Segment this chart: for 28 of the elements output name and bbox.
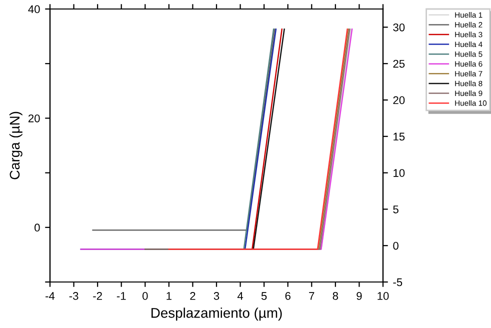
- y-axis-title: Carga (µN): [9, 112, 22, 180]
- x-tick-label: 9: [356, 292, 362, 300]
- x-tick-label: 3: [214, 292, 220, 300]
- y2-tick-label: -5: [393, 278, 402, 286]
- x-tick-label: 6: [285, 292, 290, 300]
- y-tick-label: 40: [28, 5, 40, 14]
- x-tick-label: 0: [142, 292, 148, 300]
- x-axis-title: Desplazamiento (µm): [152, 308, 282, 321]
- x-tick-label: 1: [166, 292, 172, 300]
- y2-tick-label: 0: [393, 242, 398, 250]
- x-tick-label: -2: [93, 292, 102, 300]
- y2-tick-label: 20: [393, 96, 405, 104]
- y-tick-label: 0: [34, 224, 40, 232]
- x-tick-label: 4: [237, 292, 244, 300]
- x-tick-label: 8: [332, 292, 338, 300]
- x-tick-label: 2: [190, 292, 196, 300]
- y-tick-label: 20: [28, 114, 40, 122]
- x-tick-label: -1: [116, 292, 126, 300]
- y2-tick-label: 25: [393, 60, 405, 68]
- x-tick-label: -4: [46, 292, 55, 300]
- y2-tick-label: 10: [394, 169, 405, 177]
- y2-tick-label: 15: [394, 132, 405, 141]
- x-tick-label: 7: [309, 292, 314, 300]
- y2-tick-label: 5: [393, 206, 398, 214]
- x-tick-label: -3: [69, 292, 78, 300]
- y2-tick-label: 30: [393, 23, 405, 32]
- x-tick-label: 10: [378, 292, 389, 300]
- x-tick-label: 5: [261, 292, 267, 300]
